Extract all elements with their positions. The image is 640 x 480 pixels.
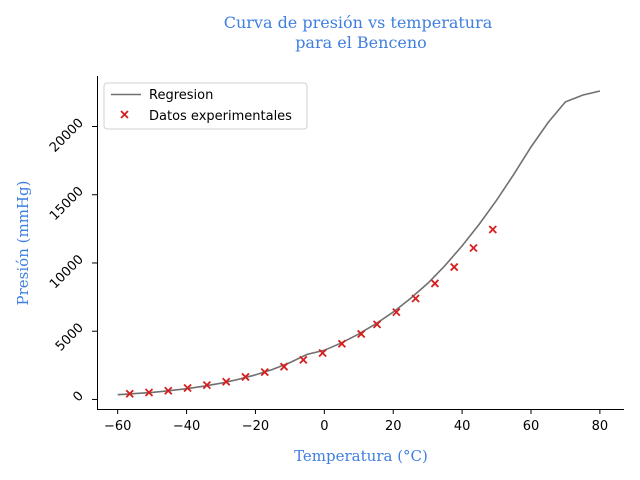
- data-point: [337, 339, 347, 348]
- y-axis-ticks: 0 5000 10000 15000 20000: [47, 116, 97, 405]
- x-tick-label: 0: [320, 419, 328, 434]
- data-point: [279, 362, 289, 371]
- y-tick-label: 15000: [47, 184, 87, 224]
- x-tick-label: −40: [173, 419, 200, 434]
- legend-box: [103, 82, 308, 130]
- data-point: [357, 329, 366, 339]
- data-point: [392, 307, 401, 317]
- y-tick-label: 10000: [47, 252, 87, 292]
- regression-line: [117, 90, 601, 396]
- data-point: [144, 388, 154, 397]
- y-tick-label: 0: [70, 389, 86, 405]
- x-tick-label: 60: [523, 419, 540, 434]
- chart-title-line-2: para el Benceno: [295, 33, 427, 52]
- data-point: [488, 225, 497, 234]
- data-point: [241, 372, 250, 382]
- legend: Regresion Datos experimentales: [103, 82, 308, 130]
- data-point: [372, 320, 382, 329]
- data-point: [183, 383, 192, 393]
- data-point: [125, 389, 134, 398]
- x-tick-label: −60: [104, 419, 131, 434]
- data-point: [202, 380, 212, 390]
- data-point: [318, 348, 327, 358]
- data-point: [299, 355, 308, 365]
- data-point: [164, 386, 173, 395]
- data-point: [260, 368, 269, 377]
- x-tick-label: 80: [592, 419, 609, 434]
- x-axis-label: Temperatura (°C): [294, 447, 428, 465]
- legend-marker-swatch: [120, 110, 129, 119]
- x-tick-label: 40: [454, 419, 471, 434]
- plot-area: [117, 90, 601, 398]
- data-point: [450, 262, 459, 272]
- legend-label-datos: Datos experimentales: [149, 109, 292, 124]
- y-tick-label: 5000: [53, 320, 87, 354]
- x-axis-ticks: −60 −40 −20 0 20 40 60 80: [104, 409, 608, 434]
- legend-label-regresion: Regresion: [149, 88, 213, 103]
- data-point: [222, 377, 231, 386]
- x-tick-label: −20: [242, 419, 269, 434]
- data-point: [430, 279, 440, 288]
- x-tick-label: 20: [385, 419, 402, 434]
- chart-title-line-1: Curva de presión vs temperatura: [224, 13, 493, 32]
- y-tick-label: 20000: [47, 116, 87, 156]
- y-axis-label: Presión (mmHg): [14, 181, 32, 306]
- data-point: [469, 243, 478, 253]
- data-point: [411, 294, 420, 303]
